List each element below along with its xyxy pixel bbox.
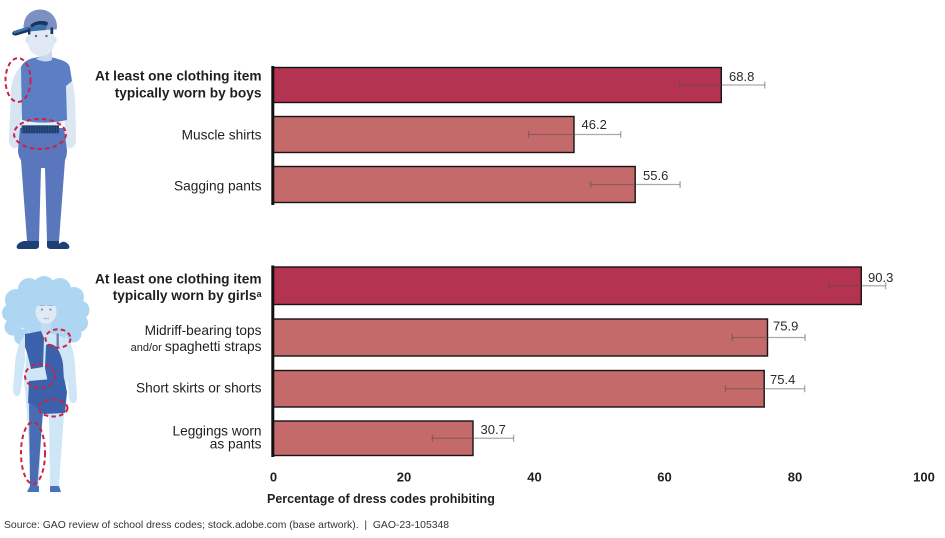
svg-text:0: 0 [270, 470, 277, 485]
svg-text:At least one clothing item: At least one clothing item [95, 272, 262, 287]
svg-text:typically worn by boys: typically worn by boys [115, 86, 262, 101]
svg-text:60: 60 [657, 470, 671, 485]
svg-text:68.8: 68.8 [729, 69, 754, 84]
svg-text:40: 40 [527, 470, 541, 485]
svg-text:At least one clothing item: At least one clothing item [95, 69, 262, 84]
svg-text:90.3: 90.3 [868, 270, 893, 285]
svg-text:and/or spaghetti straps: and/or spaghetti straps [131, 339, 262, 354]
svg-text:Midriff-bearing tops: Midriff-bearing tops [145, 323, 262, 338]
svg-text:as pants: as pants [210, 437, 262, 452]
svg-text:Short skirts or shorts: Short skirts or shorts [136, 381, 262, 396]
svg-text:55.6: 55.6 [643, 168, 668, 183]
svg-text:Muscle shirts: Muscle shirts [182, 128, 262, 143]
svg-text:Sagging pants: Sagging pants [174, 179, 262, 194]
svg-text:80: 80 [788, 470, 802, 485]
svg-text:100: 100 [913, 470, 935, 485]
svg-text:Leggings worn: Leggings worn [172, 424, 261, 439]
svg-text:Percentage of dress codes proh: Percentage of dress codes prohibiting [267, 492, 495, 506]
svg-text:20: 20 [397, 470, 411, 485]
svg-text:Source: GAO review of school d: Source: GAO review of school dress codes… [4, 520, 449, 531]
svg-text:75.4: 75.4 [770, 372, 795, 387]
svg-text:typically worn by girlsa: typically worn by girlsa [113, 288, 263, 303]
svg-text:30.7: 30.7 [481, 422, 506, 437]
svg-text:75.9: 75.9 [773, 319, 798, 334]
svg-text:46.2: 46.2 [582, 117, 607, 132]
